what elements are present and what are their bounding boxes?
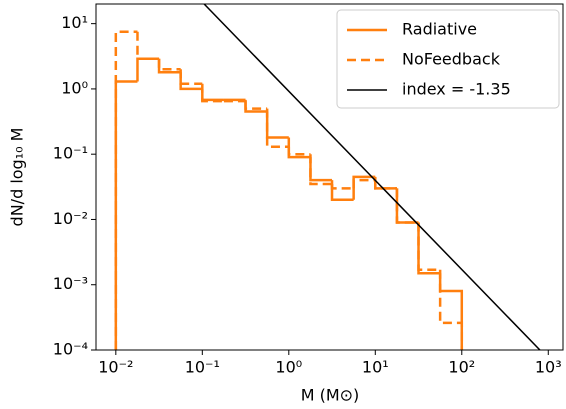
histogram-step xyxy=(352,175,376,200)
histogram-step xyxy=(309,154,333,186)
x-tick-label: 10³ xyxy=(535,358,562,377)
histogram-step xyxy=(330,183,354,190)
histogram-step xyxy=(417,222,441,271)
histogram-step xyxy=(438,269,464,350)
histogram-step xyxy=(179,72,203,91)
histogram-step xyxy=(179,69,203,86)
histogram-step xyxy=(287,137,311,159)
histogram-step xyxy=(417,222,441,275)
x-tick-label: 10⁻¹ xyxy=(185,358,220,377)
histogram-step xyxy=(395,188,419,224)
histogram-step xyxy=(114,80,138,350)
histogram-step xyxy=(244,101,268,110)
x-tick-label: 10² xyxy=(448,358,475,377)
legend-label: NoFeedback xyxy=(402,50,501,69)
histogram-step xyxy=(287,146,311,156)
legend-box xyxy=(336,9,560,109)
x-axis-label: M (M⊙) xyxy=(301,386,360,405)
histogram-step xyxy=(114,30,138,350)
histogram-step xyxy=(374,180,397,190)
legend-label: index = -1.35 xyxy=(402,80,511,99)
y-tick-label: 10¹ xyxy=(61,13,88,32)
y-tick-label: 10⁻¹ xyxy=(53,144,88,163)
power-law-line xyxy=(203,4,541,350)
axes-frame xyxy=(95,3,564,351)
y-tick-label: 10⁻⁴ xyxy=(53,340,88,359)
histogram-step xyxy=(438,273,464,350)
histogram-step xyxy=(309,157,333,182)
plot-area xyxy=(114,4,541,350)
x-tick-label: 10¹ xyxy=(362,358,389,377)
histogram-step xyxy=(136,31,160,60)
y-tick-label: 10⁻² xyxy=(53,209,88,228)
legend: Radiative NoFeedback index = -1.35 xyxy=(336,9,560,109)
histogram-step xyxy=(265,108,289,149)
histogram-step xyxy=(265,111,289,139)
histogram-step xyxy=(136,57,160,82)
y-axis-label: dN/d log₁₀ M xyxy=(8,128,27,227)
histogram-step xyxy=(157,58,181,71)
histogram-step xyxy=(330,180,354,202)
histogram-step xyxy=(374,176,397,190)
y-tick-label: 10⁰ xyxy=(61,78,88,97)
x-tick-label: 10⁰ xyxy=(275,358,302,377)
histogram-step xyxy=(352,178,376,189)
x-tick-label: 10⁻² xyxy=(98,358,133,377)
histogram-step xyxy=(201,83,224,103)
legend-label: Radiative xyxy=(402,20,477,39)
histogram-step xyxy=(201,88,224,102)
y-tick-label: 10⁻³ xyxy=(53,274,88,293)
